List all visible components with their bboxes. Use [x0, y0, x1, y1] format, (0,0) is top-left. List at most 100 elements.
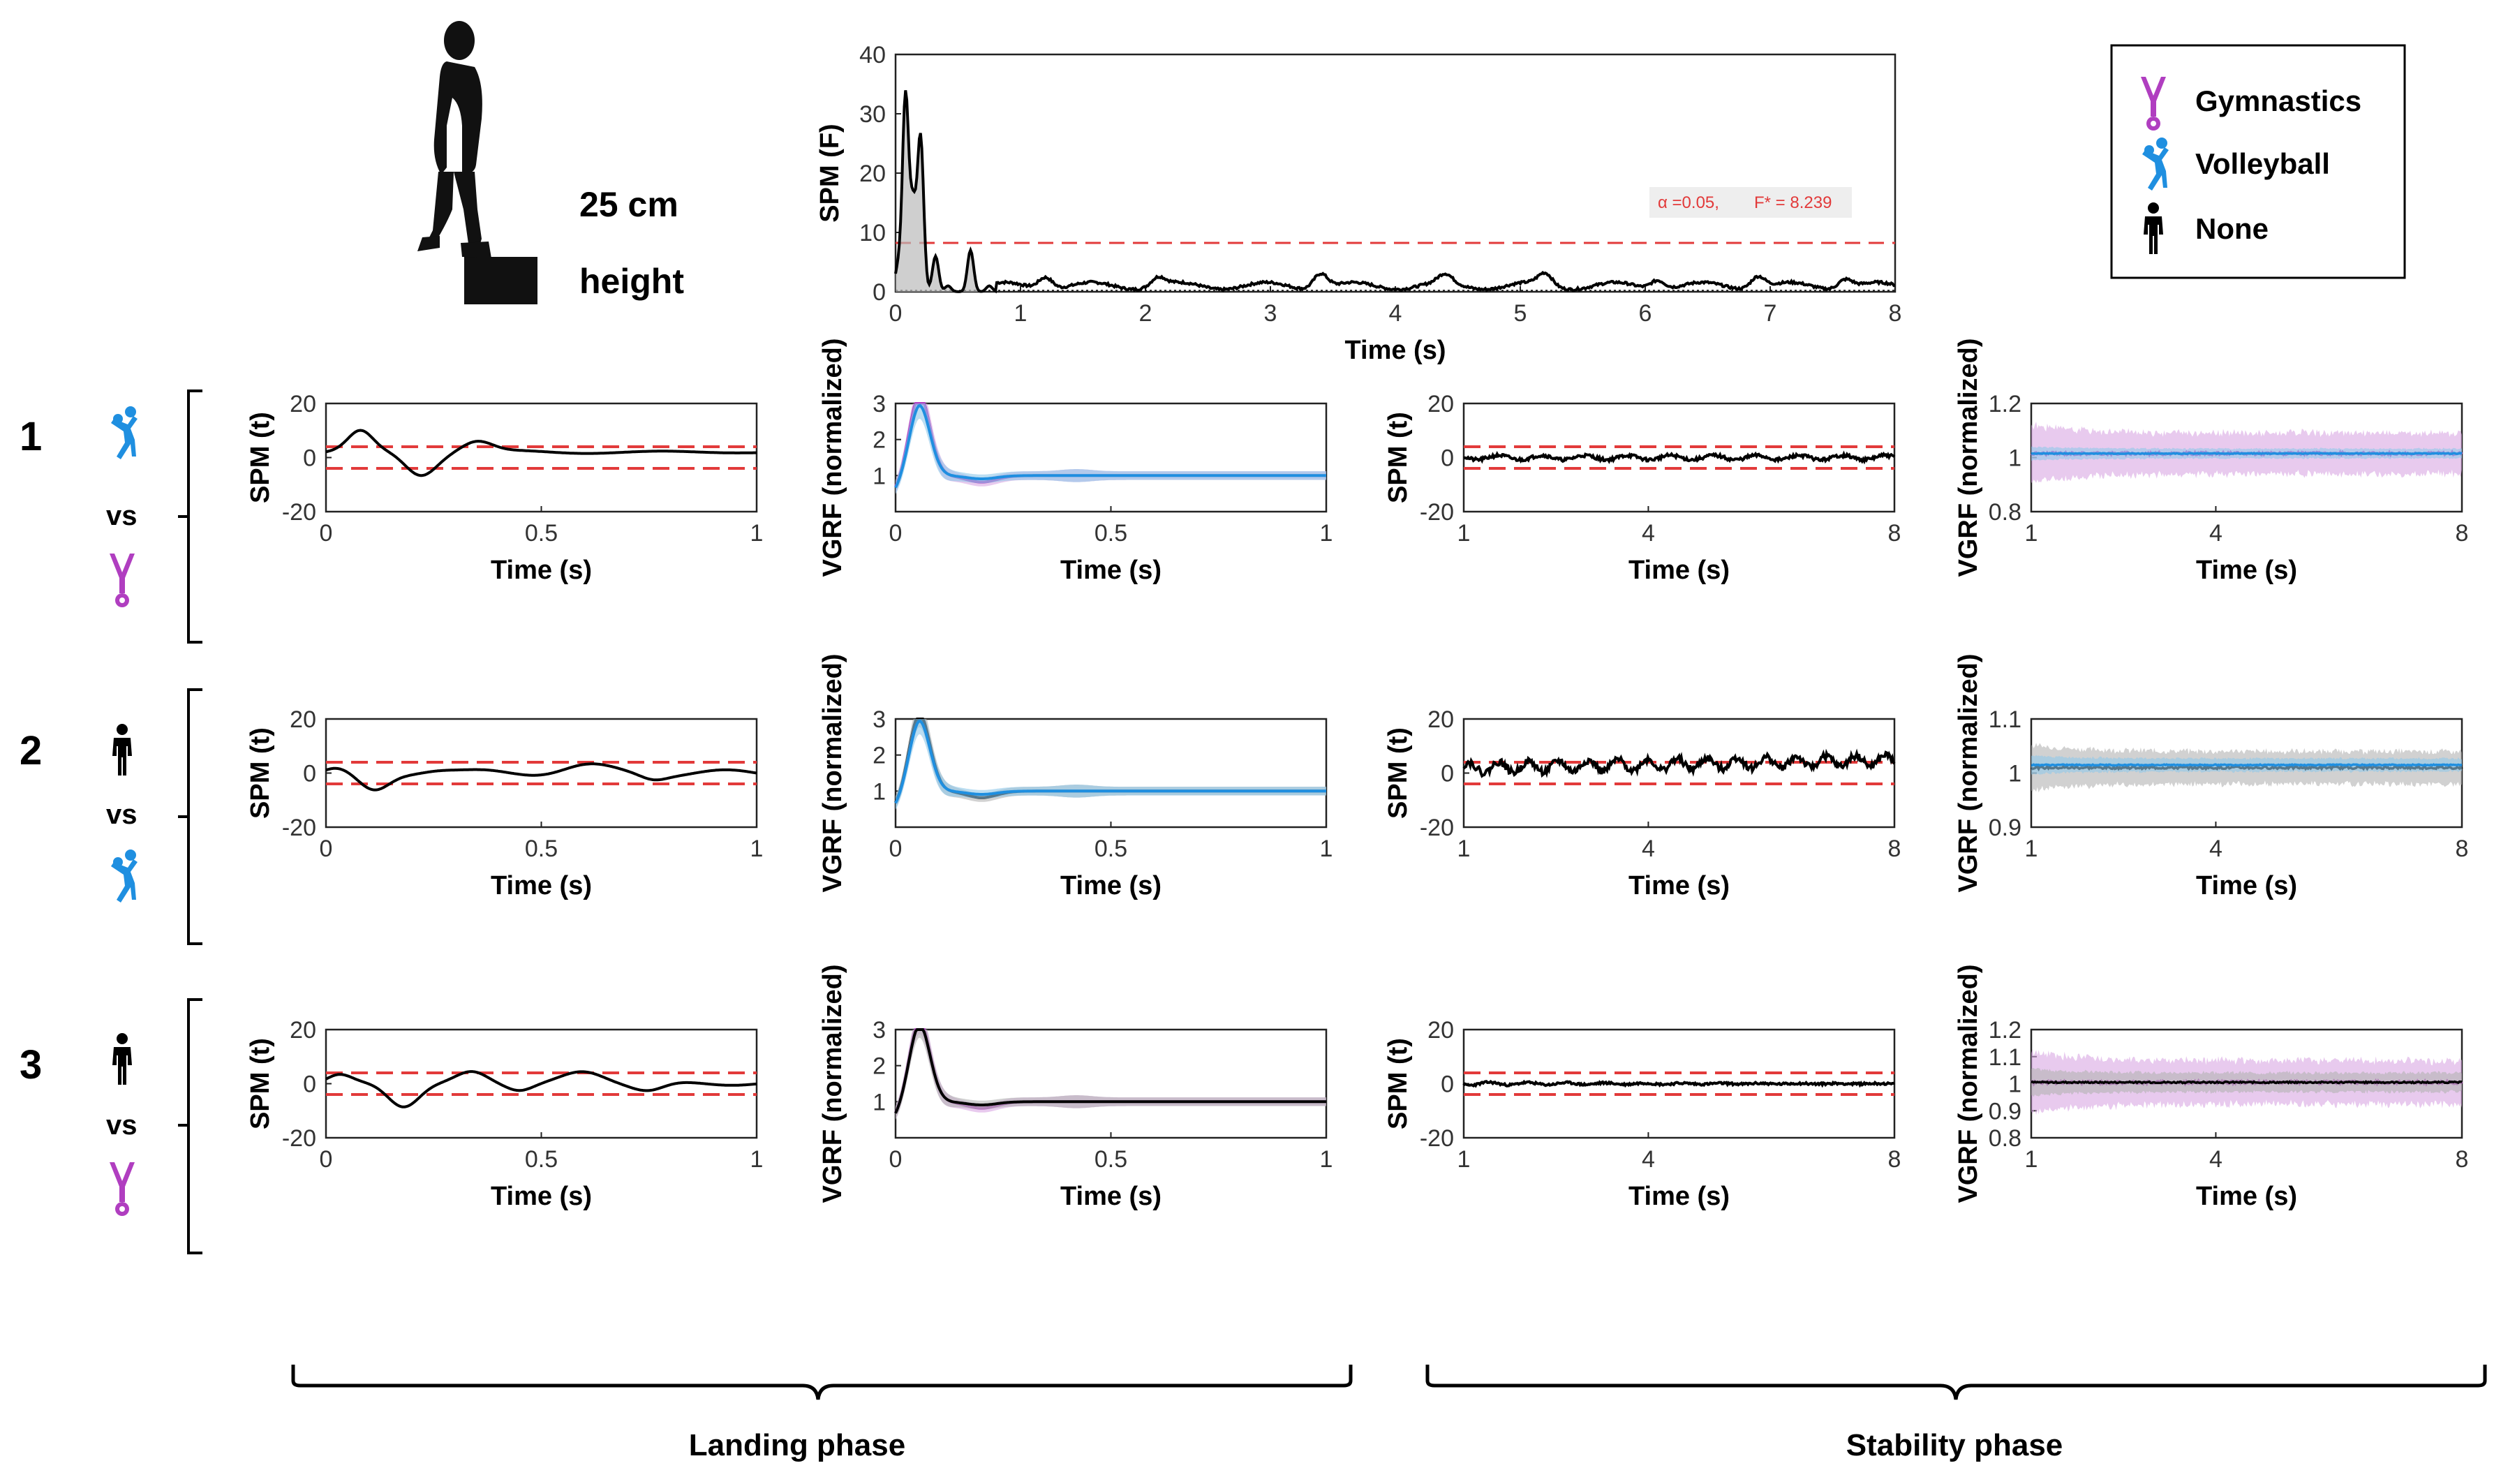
- mean-curve: [894, 1028, 1326, 1114]
- y-axis-label: SPM (t): [246, 727, 275, 819]
- landing-phase-brace: [291, 1365, 1353, 1400]
- y-tick-label: 3: [873, 391, 886, 417]
- x-axis-label: Time (s): [491, 556, 592, 585]
- row-label-1: 1 vs: [20, 389, 202, 644]
- y-tick-label: -20: [1420, 815, 1454, 841]
- x-tick-label: 1: [1320, 1146, 1333, 1173]
- y-tick-label: 0.8: [1989, 499, 2021, 526]
- y-axis-label: VGRF (normalized): [1954, 338, 1983, 577]
- mean-curve: [2031, 452, 2463, 456]
- y-tick-label: -20: [282, 499, 316, 526]
- x-tick-label: 0.5: [1094, 836, 1127, 862]
- x-tick-label: 0: [320, 836, 333, 862]
- x-axis-label: Time (s): [1628, 1182, 1730, 1211]
- sd-band: [896, 719, 1326, 810]
- volleyball-player-icon: [111, 849, 138, 903]
- row-bracket-3: [178, 998, 202, 1254]
- x-tick-label: 4: [1642, 1146, 1655, 1173]
- stability-phase-label: Stability phase: [1846, 1428, 2063, 1462]
- y-axis-label: VGRF (normalized): [1954, 964, 1983, 1203]
- x-tick-label: 4: [1642, 520, 1655, 547]
- x-axis-label: Time (s): [2196, 871, 2297, 900]
- spm-t-curve: [1462, 1079, 1895, 1088]
- y-axis-label: SPM (F): [815, 124, 845, 222]
- person-icon: [112, 1033, 132, 1085]
- x-tick-label: 8: [1888, 1146, 1901, 1173]
- y-tick-label: 20: [290, 1017, 316, 1044]
- row-bracket-2: [178, 688, 202, 945]
- x-tick-label: 8: [2456, 836, 2469, 862]
- y-tick-label: 3: [873, 706, 886, 733]
- y-tick-label: -20: [282, 815, 316, 841]
- x-tick-label: 1: [2025, 836, 2038, 862]
- y-tick-label: -20: [1420, 1125, 1454, 1152]
- sd-band: [896, 403, 1326, 494]
- x-tick-label: 8: [1888, 520, 1901, 547]
- y-tick-label: 2: [873, 1053, 886, 1080]
- x-tick-label: 0: [889, 1146, 903, 1173]
- x-axis-label: Time (s): [1628, 871, 1730, 900]
- y-axis-label: SPM (t): [246, 1038, 275, 1129]
- x-tick-label: 0: [320, 520, 333, 547]
- x-axis-label: Time (s): [1344, 336, 1446, 365]
- x-axis-label: Time (s): [1628, 556, 1730, 585]
- y-axis-label: VGRF (normalized): [818, 338, 847, 577]
- y-tick-label: 0: [303, 445, 316, 472]
- x-tick-label: 8: [2456, 1146, 2469, 1173]
- y-axis-label: VGRF (normalized): [1954, 653, 1983, 892]
- row-vs-3: vs: [106, 1110, 138, 1141]
- x-tick-label: 1: [1457, 836, 1471, 862]
- x-axis-label: Time (s): [1060, 1182, 1162, 1211]
- x-tick-label: 0.5: [1094, 1146, 1127, 1173]
- mean-curve: [894, 403, 1326, 489]
- x-axis-label: Time (s): [1060, 556, 1162, 585]
- x-tick-label: 4: [1389, 300, 1402, 327]
- plot-frame: [325, 402, 758, 513]
- x-tick-label: 3: [1264, 300, 1277, 327]
- x-tick-label: 0: [320, 1146, 333, 1173]
- y-tick-label: 20: [1427, 391, 1454, 417]
- volleyball-player-icon: [111, 406, 138, 459]
- r2-vgrf-landing-chart: 0 0.5 1 3 2 1 Time (s) VGRF (normalized): [818, 653, 1333, 900]
- x-tick-label: 0.5: [525, 836, 558, 862]
- drop-landing-silhouette: [417, 21, 537, 304]
- annotation-box: [1649, 187, 1852, 218]
- y-tick-label: 0: [303, 761, 316, 787]
- y-tick-label: 1: [873, 778, 886, 805]
- drop-height-word: height: [579, 262, 684, 301]
- spm-t-curve: [325, 1070, 757, 1108]
- x-tick-label: 0.5: [525, 520, 558, 547]
- y-tick-label: 0.9: [1989, 1098, 2021, 1125]
- y-tick-label: 1.2: [1989, 391, 2021, 417]
- x-axis-label: Time (s): [491, 1182, 592, 1211]
- gymnast-icon: [110, 554, 135, 607]
- y-tick-label: 0.9: [1989, 815, 2021, 841]
- y-tick-label: 20: [290, 706, 316, 733]
- drop-height-value: 25 cm: [579, 185, 678, 224]
- x-tick-label: 1: [1014, 300, 1027, 327]
- y-tick-label: 40: [859, 42, 886, 68]
- y-axis-label: SPM (t): [1383, 412, 1413, 503]
- y-tick-label: 1.1: [1989, 1044, 2021, 1071]
- row-number-3: 3: [20, 1042, 42, 1088]
- anova-chart: 0 1 2 3 4 5 6 7 8 0 10 20 30 40 Time (s) SPM (F) α =0.05…: [815, 42, 1901, 365]
- x-tick-label: 1: [1457, 1146, 1471, 1173]
- legend-entry-volleyball: Volleyball: [2142, 138, 2330, 191]
- plot-frame: [894, 402, 1328, 513]
- mean-curve: [2031, 1080, 2463, 1085]
- row-vs-1: vs: [106, 500, 138, 531]
- row-vs-2: vs: [106, 799, 138, 830]
- x-tick-label: 6: [1639, 300, 1652, 327]
- y-tick-label: 0: [1441, 445, 1454, 472]
- r2-spm-stability-chart: 1 4 8 20 0 -20 Time (s) SPM (t): [1383, 706, 1901, 900]
- x-tick-label: 0.5: [525, 1146, 558, 1173]
- spm-t-curve: [325, 762, 757, 792]
- x-tick-label: 5: [1514, 300, 1527, 327]
- legend-entry-none: None: [2144, 202, 2269, 254]
- y-tick-label: 1: [2008, 1071, 2021, 1098]
